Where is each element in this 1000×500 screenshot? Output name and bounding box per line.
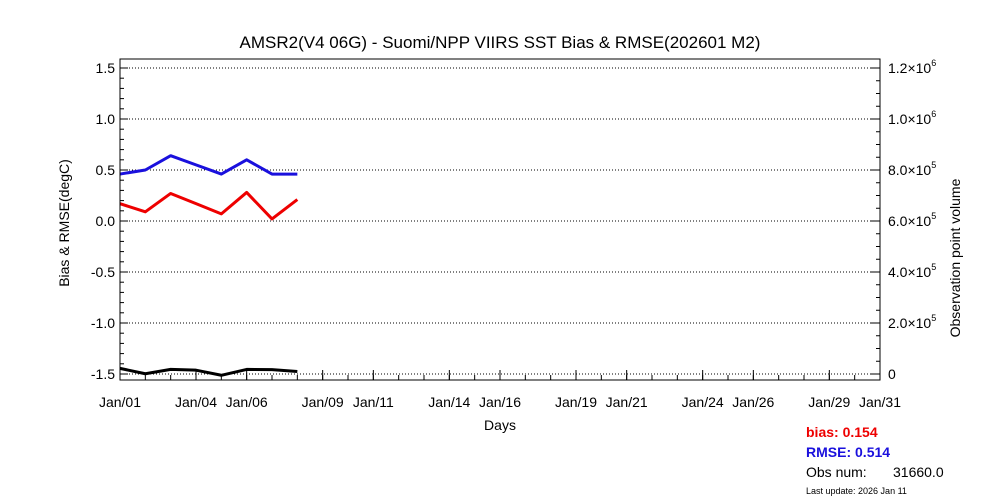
x-tick-label: Jan/09 <box>302 394 344 410</box>
y-axis-title: Bias & RMSE(degC) <box>56 159 72 287</box>
axis-tick-labels: -1.5 -1.0 -0.5 0.0 0.5 1.0 1.5 0 2.0×105 4.0×105 6… <box>91 58 936 410</box>
obs-num-stat: Obs num: 31660.0 <box>806 464 944 480</box>
rmse-stat-value: 0.514 <box>855 444 891 460</box>
y-tick-label: 0.5 <box>96 162 116 178</box>
y2-tick-label: 8.0×105 <box>888 160 936 178</box>
obs-num-value: 31660.0 <box>893 464 944 480</box>
x-tick-label: Jan/21 <box>606 394 648 410</box>
rmse-stat: RMSE: 0.514 <box>806 444 890 460</box>
x-tick-label: Jan/29 <box>808 394 850 410</box>
x-tick-label: Jan/24 <box>682 394 724 410</box>
y2-tick-label: 4.0×105 <box>888 262 936 280</box>
grid-lines <box>120 67 880 375</box>
y2-tick-label: 2.0×105 <box>888 313 936 331</box>
y2-tick-label: 1.0×106 <box>888 109 936 127</box>
x-tick-label: Jan/01 <box>99 394 141 410</box>
rmse-series-line <box>119 154 298 176</box>
y2-tick-label: 0 <box>888 366 896 382</box>
chart-title: AMSR2(V4 06G) - Suomi/NPP VIIRS SST Bias… <box>240 33 761 52</box>
y-tick-label: -1.0 <box>91 315 115 331</box>
x-tick-label: Jan/06 <box>226 394 268 410</box>
x-axis-title: Days <box>484 417 516 433</box>
y-tick-label: 0.0 <box>96 213 116 229</box>
rmse-stat-label: RMSE: <box>806 444 852 460</box>
y-tick-label: 1.5 <box>96 60 116 76</box>
bias-stat: bias: 0.154 <box>806 424 878 440</box>
axis-ticks <box>119 67 881 380</box>
obs-series-line <box>119 366 298 377</box>
x-tick-label: Jan/11 <box>353 394 394 410</box>
plot-frame <box>119 58 881 381</box>
x-tick-label: Jan/19 <box>555 394 597 410</box>
y-tick-label: -0.5 <box>91 264 115 280</box>
y2-tick-label: 6.0×105 <box>888 211 936 229</box>
x-tick-label: Jan/14 <box>428 394 470 410</box>
bias-series-line <box>119 190 299 221</box>
y-tick-label: -1.5 <box>91 366 115 382</box>
x-tick-label: Jan/16 <box>479 394 521 410</box>
y2-tick-label: 1.2×106 <box>888 58 936 76</box>
last-update-text: Last update: 2026 Jan 11 <box>806 486 907 496</box>
x-tick-label: Jan/26 <box>732 394 774 410</box>
x-tick-label: Jan/04 <box>175 394 217 410</box>
x-tick-label: Jan/31 <box>859 394 901 410</box>
series-lines <box>119 154 299 377</box>
bias-stat-label: bias: <box>806 424 839 440</box>
y2-axis-title: Observation point volume <box>947 178 963 337</box>
bias-stat-value: 0.154 <box>842 424 878 440</box>
y-tick-label: 1.0 <box>96 111 116 127</box>
obs-num-label: Obs num: <box>806 464 867 480</box>
